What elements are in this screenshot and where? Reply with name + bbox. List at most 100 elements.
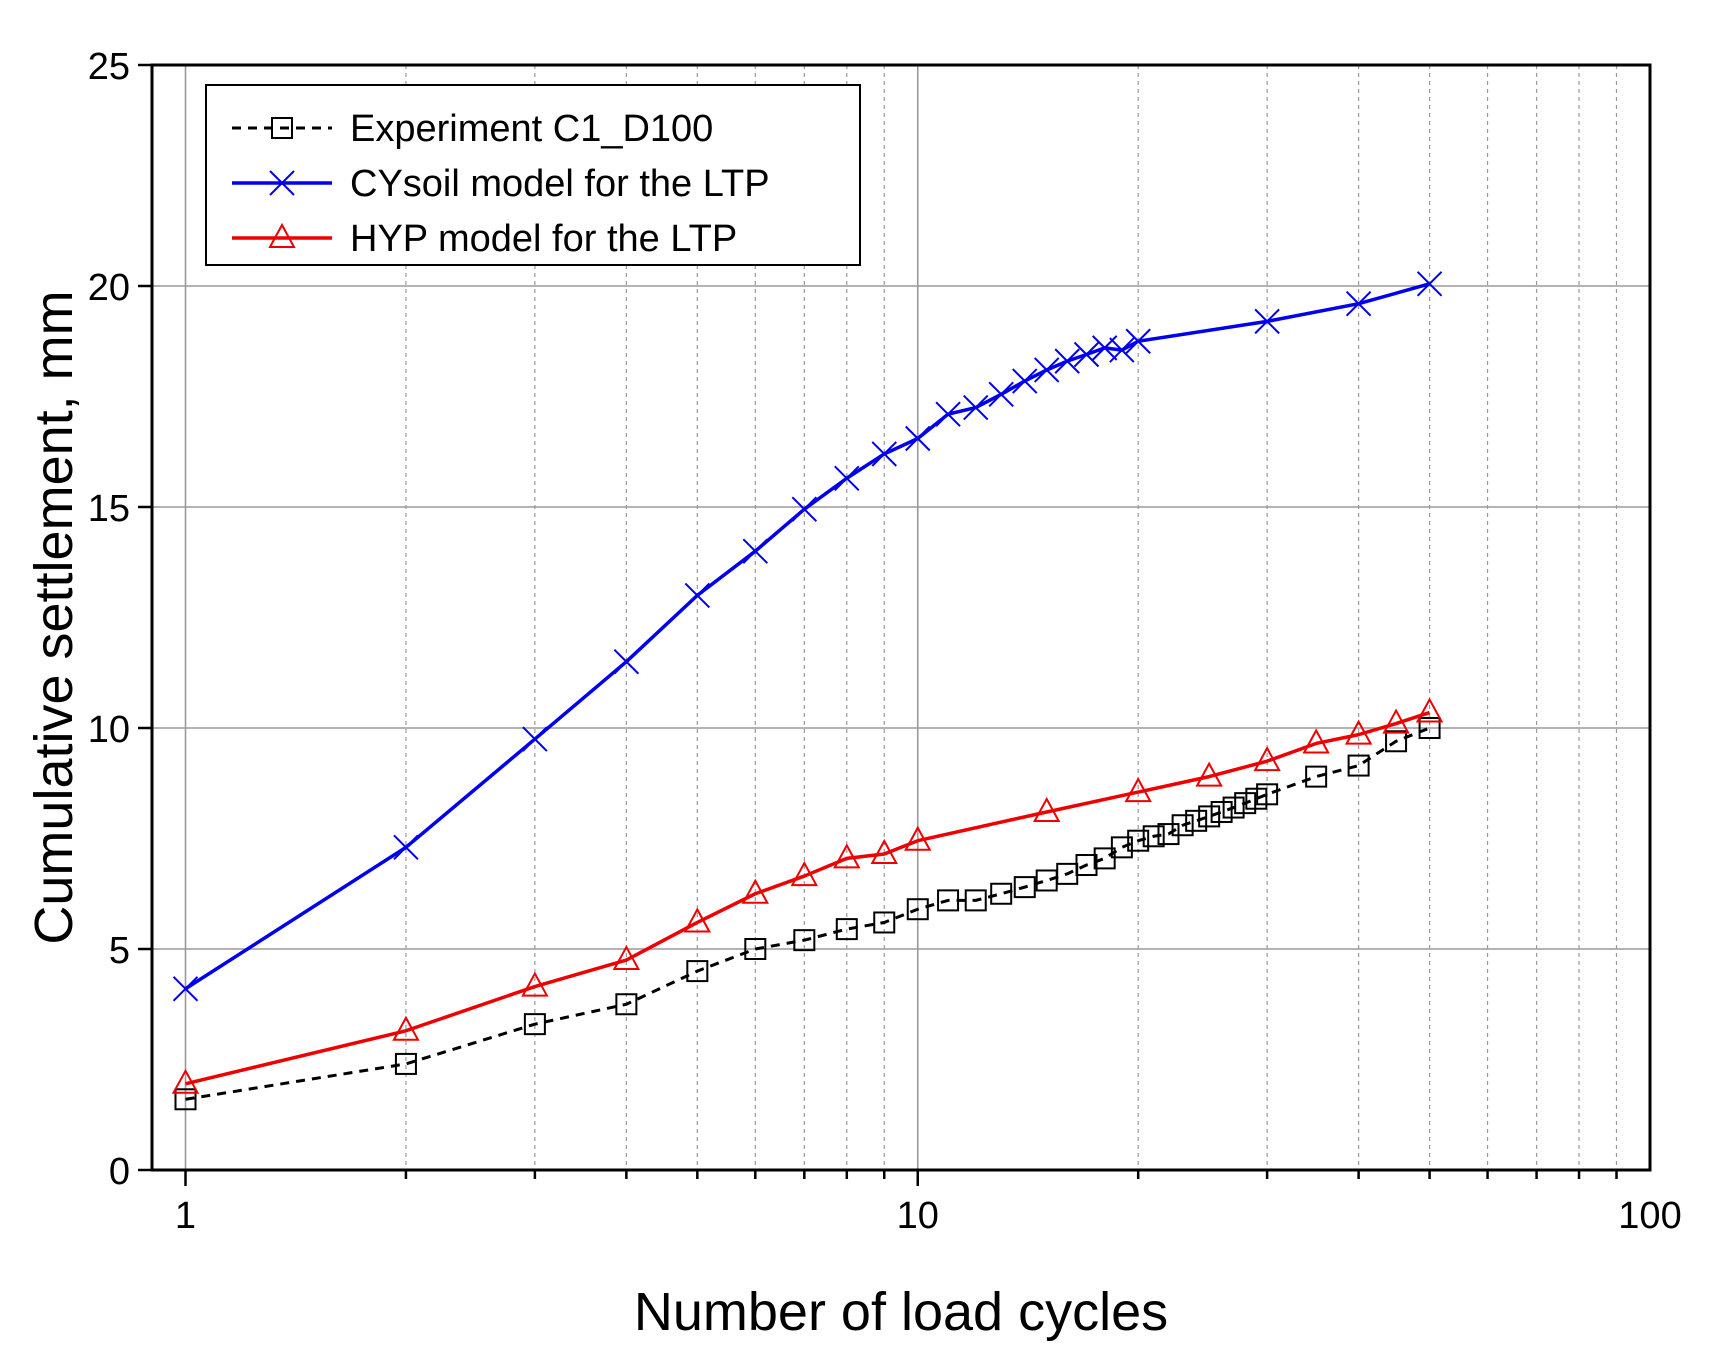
data-point <box>1093 847 1116 870</box>
data-point <box>790 860 819 887</box>
legend-item: Experiment C1_D100 <box>232 108 713 150</box>
legend-item: CYsoil model for the LTP <box>232 163 770 205</box>
legend-item: HYP model for the LTP <box>232 218 737 260</box>
data-point <box>1075 854 1098 877</box>
legend-label: Experiment C1_D100 <box>350 108 713 150</box>
data-point <box>1234 792 1257 815</box>
data-point <box>1125 328 1151 354</box>
data-point <box>791 496 818 522</box>
data-point <box>1073 341 1100 368</box>
data-point <box>393 834 419 861</box>
data-point <box>1210 800 1233 823</box>
data-point <box>870 838 898 864</box>
data-point <box>1254 308 1280 335</box>
data-point <box>1012 368 1038 394</box>
data-point <box>744 938 767 960</box>
legend-label: HYP model for the LTP <box>350 218 737 260</box>
series-1 <box>174 717 1441 1111</box>
data-point <box>394 1052 417 1075</box>
y-tick-label: 15 <box>88 488 130 530</box>
data-point <box>174 1088 197 1111</box>
x-axis-title: Number of load cycles <box>634 1282 1168 1342</box>
data-point <box>1222 796 1245 819</box>
data-point <box>1418 717 1441 739</box>
data-point <box>686 960 709 983</box>
data-point <box>990 882 1013 905</box>
data-point <box>684 582 711 609</box>
data-point <box>1054 348 1080 374</box>
data-point <box>1347 754 1370 777</box>
data-point <box>1415 697 1444 723</box>
data-point <box>1344 719 1373 745</box>
data-point <box>1013 876 1036 899</box>
data-point <box>521 971 549 997</box>
data-point <box>1198 805 1221 828</box>
data-point <box>871 441 897 467</box>
data-point <box>834 465 860 491</box>
data-point <box>741 878 769 904</box>
data-point <box>833 843 861 869</box>
data-point <box>1305 765 1328 788</box>
data-point <box>1142 825 1165 848</box>
data-point <box>1109 337 1135 363</box>
legend-box <box>205 84 861 266</box>
data-point <box>1302 728 1330 754</box>
data-point <box>172 976 199 1002</box>
data-point <box>522 726 548 752</box>
series-3 <box>171 697 1444 1094</box>
x-tick-label: 1 <box>175 1195 196 1237</box>
data-point <box>1110 836 1133 859</box>
data-point <box>1033 796 1061 822</box>
data-point <box>1124 777 1152 803</box>
data-point <box>1256 783 1279 806</box>
data-point <box>906 898 929 921</box>
data-point <box>742 538 769 564</box>
x-tick-label: 10 <box>897 1195 939 1237</box>
y-tick-label: 0 <box>109 1151 130 1193</box>
data-point <box>1157 823 1180 846</box>
data-point <box>613 648 640 675</box>
data-point <box>1127 829 1150 852</box>
data-point <box>1382 708 1410 734</box>
data-point <box>523 1013 546 1036</box>
series-layer <box>171 271 1444 1111</box>
series-2 <box>172 271 1443 1002</box>
data-point <box>683 907 712 933</box>
data-point <box>793 929 816 952</box>
data-point <box>905 425 931 452</box>
y-tick-label: 20 <box>88 267 130 309</box>
data-point <box>1253 746 1281 772</box>
y-axis-title: Cumulative settlement, mm <box>24 290 84 944</box>
data-point <box>988 381 1014 407</box>
data-point <box>904 825 932 851</box>
data-point <box>1033 357 1060 383</box>
data-point <box>612 944 641 971</box>
data-point <box>964 889 987 912</box>
data-point <box>835 918 858 941</box>
legend-marker <box>269 170 295 196</box>
data-point <box>1385 730 1408 753</box>
legend: Experiment C1_D100 CYsoil model for the L… <box>205 84 861 266</box>
data-point <box>1195 761 1223 787</box>
plot-frame <box>150 63 1652 1172</box>
data-point <box>1345 290 1372 317</box>
legend-marker <box>268 222 296 248</box>
data-point <box>1171 814 1194 837</box>
data-point <box>873 911 896 934</box>
ticks: 1 10 100 0 5 10 15 20 25 <box>88 46 1682 1237</box>
data-point <box>1416 271 1443 297</box>
y-tick-label: 10 <box>88 709 130 751</box>
data-point <box>1185 809 1208 832</box>
data-point <box>615 993 638 1016</box>
data-point <box>171 1068 200 1094</box>
data-point <box>935 401 961 427</box>
data-point <box>392 1015 420 1041</box>
legend-marker <box>271 117 293 139</box>
data-point <box>937 889 960 912</box>
data-point <box>963 394 989 421</box>
y-tick-label: 5 <box>109 930 130 972</box>
x-tick-label: 100 <box>1618 1195 1681 1237</box>
legend-label: CYsoil model for the LTP <box>350 163 770 205</box>
y-tick-label: 25 <box>88 46 130 88</box>
